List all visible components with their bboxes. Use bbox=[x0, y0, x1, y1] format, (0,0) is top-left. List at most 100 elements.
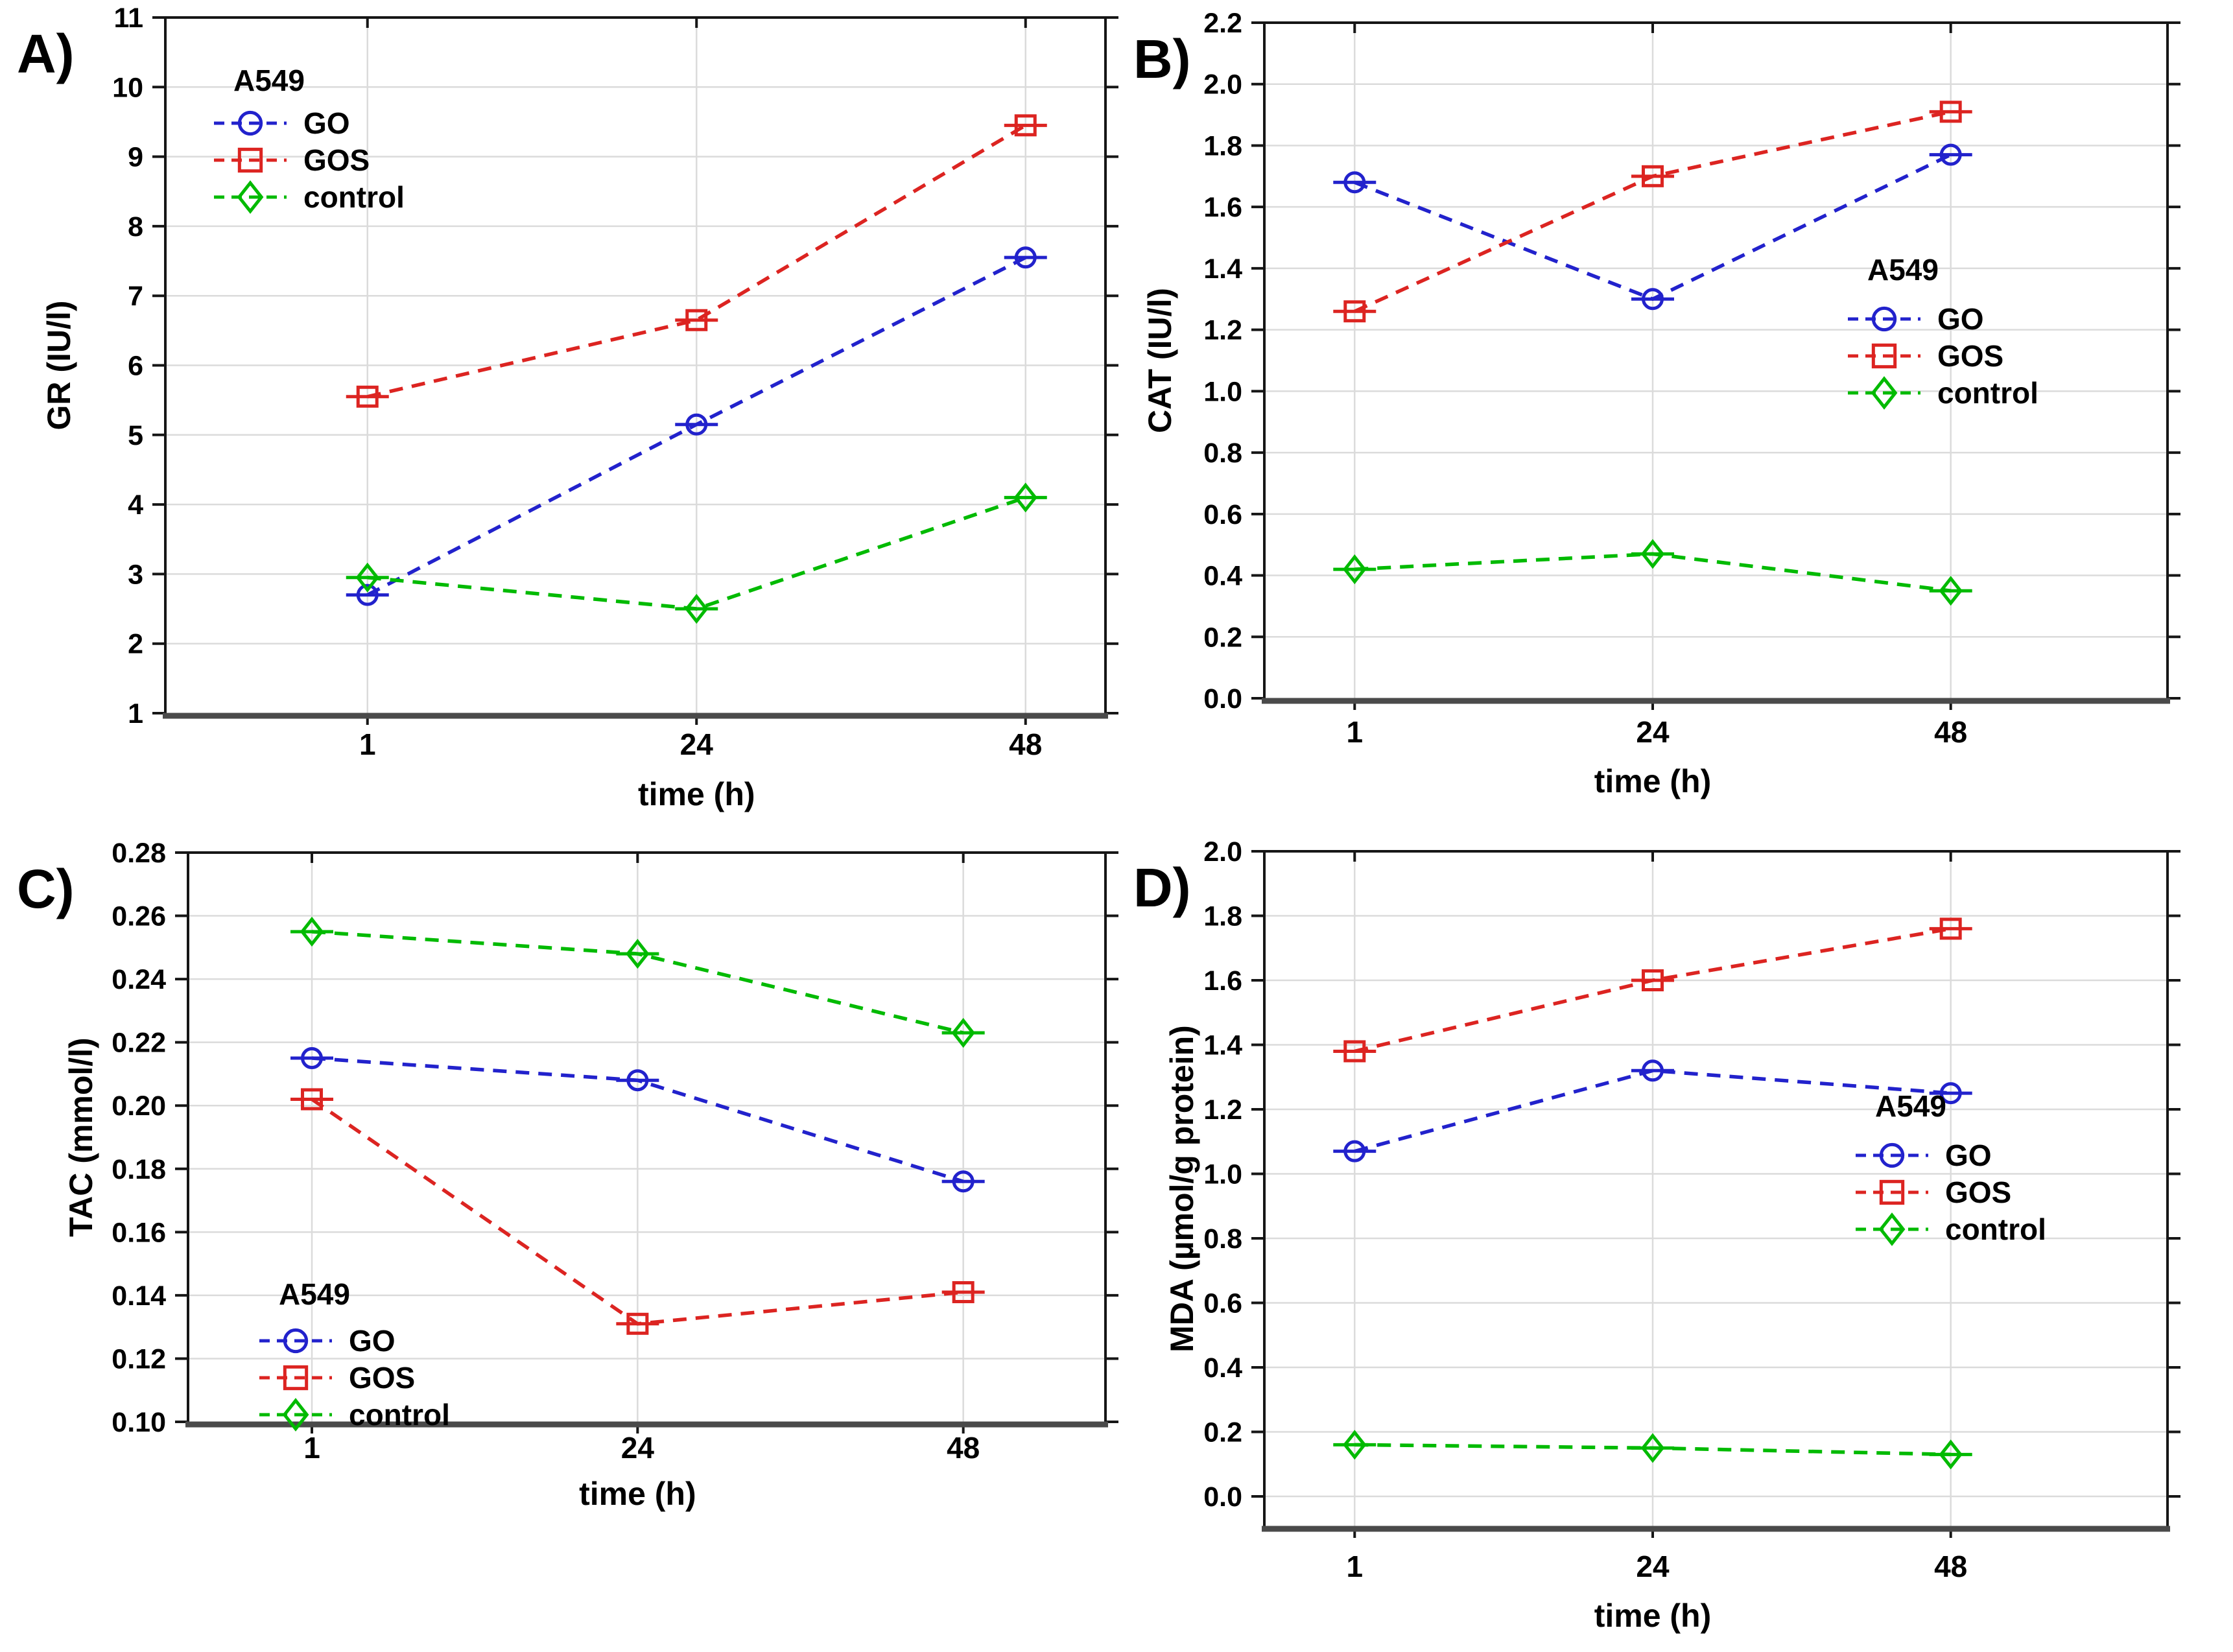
x-axis-title: time (h) bbox=[1594, 1598, 1712, 1634]
GO-legend-marker bbox=[283, 1328, 309, 1354]
y-axis-title: CAT (IU/l) bbox=[1142, 288, 1178, 433]
legend-item-GOS: GOS bbox=[214, 143, 370, 177]
legend-title: A549 bbox=[1867, 253, 1939, 287]
y-tick-label: 0.8 bbox=[1203, 1223, 1242, 1255]
GO-line bbox=[1354, 153, 1952, 301]
legend-item-control: control bbox=[1848, 376, 2038, 410]
GOS-marker bbox=[1641, 969, 1664, 991]
x-tick-label: 1 bbox=[1347, 1550, 1364, 1583]
panel-letter: C) bbox=[17, 858, 75, 919]
legend-item-control: control bbox=[259, 1398, 450, 1432]
y-tick-label: 1.0 bbox=[1203, 376, 1242, 407]
GOS-marker bbox=[1939, 100, 1962, 123]
GOS-marker bbox=[1343, 300, 1366, 323]
legend-item-label: GO bbox=[303, 106, 350, 140]
y-tick-label: 0.14 bbox=[112, 1280, 166, 1312]
y-tick-label: 0.4 bbox=[1203, 1352, 1242, 1384]
y-tick-label: 5 bbox=[128, 420, 143, 451]
GOS-legend-marker bbox=[237, 147, 263, 173]
y-axis-title: MDA (µmol/g protein) bbox=[1164, 1025, 1200, 1352]
GOS-line bbox=[367, 123, 1027, 399]
GO-marker bbox=[626, 1069, 649, 1092]
GOS-line bbox=[1354, 110, 1952, 313]
x-tick-label: 24 bbox=[621, 1431, 655, 1465]
y-tick-label: 6 bbox=[128, 351, 143, 382]
y-tick-label: 0.8 bbox=[1203, 438, 1242, 469]
GOS-marker bbox=[1014, 114, 1037, 137]
GOS-line bbox=[1354, 926, 1952, 1054]
legend-item-label: GO bbox=[1937, 302, 1984, 336]
control-legend-marker bbox=[1871, 376, 1898, 410]
GO-line bbox=[366, 255, 1026, 597]
y-tick-label: 1.8 bbox=[1203, 901, 1242, 932]
control-marker bbox=[626, 939, 650, 969]
x-tick-label: 48 bbox=[1009, 727, 1042, 761]
control-marker bbox=[685, 594, 709, 624]
GO-line bbox=[311, 1056, 964, 1183]
y-tick-label: 1 bbox=[128, 698, 143, 729]
GO-marker bbox=[1343, 1140, 1366, 1162]
gridlines bbox=[1264, 850, 2168, 1526]
legend-item-label: GOS bbox=[1945, 1175, 2011, 1209]
GO-marker bbox=[685, 413, 708, 436]
legend-item-label: control bbox=[1937, 376, 2038, 410]
series-control bbox=[346, 482, 1047, 624]
GO-legend-marker bbox=[1871, 306, 1897, 332]
series-control bbox=[290, 916, 985, 1048]
y-tick-label: 0.2 bbox=[1203, 1417, 1242, 1448]
y-tick-label: 0.2 bbox=[1203, 622, 1242, 653]
x-tick-label: 1 bbox=[1347, 715, 1364, 749]
series-control bbox=[1333, 1430, 1972, 1470]
GO-marker bbox=[356, 584, 379, 606]
legend-item-GO: GO bbox=[214, 106, 350, 140]
control-marker bbox=[1939, 1439, 1963, 1470]
GOS-marker bbox=[685, 309, 708, 331]
y-tick-label: 1.8 bbox=[1203, 130, 1242, 161]
legend-item-GOS: GOS bbox=[259, 1361, 415, 1395]
control-marker bbox=[355, 562, 379, 593]
x-tick-label: 24 bbox=[680, 727, 714, 761]
panel-letter: B) bbox=[1133, 29, 1191, 89]
y-tick-label: 0.16 bbox=[112, 1217, 166, 1248]
y-tick-label: 8 bbox=[128, 211, 143, 242]
legend-title: A549 bbox=[233, 64, 305, 97]
GOS-marker bbox=[1343, 1040, 1366, 1063]
control-marker bbox=[951, 1017, 975, 1048]
legend-item-GO: GO bbox=[1848, 302, 1984, 336]
y-tick-label: 0.6 bbox=[1203, 499, 1242, 530]
y-tick-label: 0.0 bbox=[1203, 683, 1242, 714]
y-tick-label: 0.20 bbox=[112, 1091, 166, 1122]
legend-item-label: GOS bbox=[1937, 339, 2003, 373]
y-tick-label: 0.28 bbox=[112, 838, 166, 869]
y-tick-label: 1.2 bbox=[1203, 315, 1242, 346]
y-tick-label: 0.22 bbox=[112, 1028, 166, 1059]
y-tick-label: 0.26 bbox=[112, 901, 166, 932]
control-line bbox=[1354, 1443, 1951, 1457]
series-GOS bbox=[1333, 917, 1972, 1063]
y-tick-label: 1.2 bbox=[1203, 1094, 1242, 1126]
GO-marker bbox=[952, 1170, 975, 1193]
GO-legend-marker bbox=[237, 110, 263, 136]
GOS-marker bbox=[356, 385, 379, 408]
control-legend-marker bbox=[282, 1398, 309, 1432]
y-tick-label: 1.0 bbox=[1203, 1159, 1242, 1190]
legend-item-GO: GO bbox=[1856, 1139, 1992, 1172]
control-marker bbox=[1013, 482, 1037, 513]
series-GO bbox=[346, 246, 1047, 606]
control-marker bbox=[1343, 554, 1367, 585]
legend-item-GO: GO bbox=[259, 1324, 396, 1358]
x-tick-label: 1 bbox=[359, 727, 376, 761]
y-tick-label: 3 bbox=[128, 559, 143, 590]
y-tick-label: 0.6 bbox=[1203, 1288, 1242, 1319]
x-axis-title: time (h) bbox=[638, 776, 755, 812]
plot-frame bbox=[1262, 21, 2170, 704]
GOS-marker bbox=[626, 1312, 649, 1335]
GO-marker bbox=[1939, 143, 1962, 166]
